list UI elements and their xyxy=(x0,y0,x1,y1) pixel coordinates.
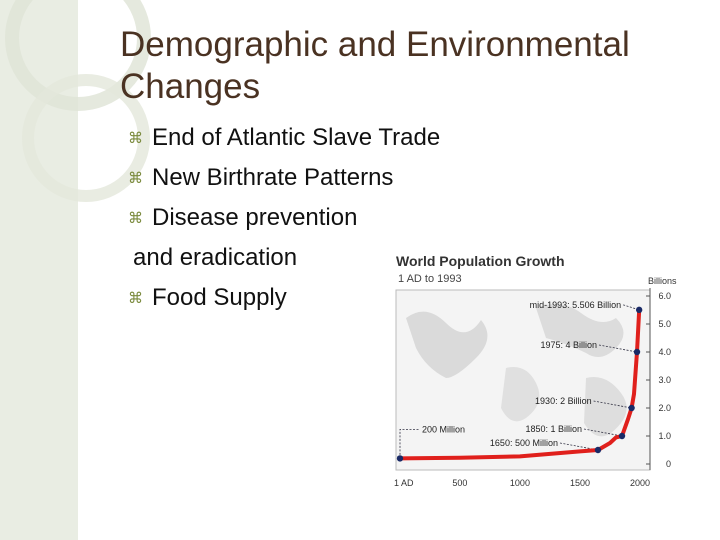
bullet-item: ⌘ New Birthrate Patterns xyxy=(128,158,508,198)
bullet-text: New Birthrate Patterns xyxy=(152,164,394,191)
map-background xyxy=(395,289,651,471)
annotation-label: 200 Million xyxy=(422,424,465,434)
y-tick-label: 0 xyxy=(666,459,671,469)
bullet-item: ⌘ Food Supply xyxy=(128,278,508,318)
y-tick-label: 2.0 xyxy=(658,403,671,413)
bullet-text: and eradication xyxy=(133,244,298,271)
annotation-label: 1850: 1 Billion xyxy=(525,424,582,434)
data-point xyxy=(633,348,641,356)
bullet-list: ⌘ End of Atlantic Slave Trade ⌘ New Birthr… xyxy=(128,118,508,318)
slide-title: Demographic and Environmental Changes xyxy=(120,24,710,108)
annotation-leader xyxy=(593,400,632,409)
data-point xyxy=(618,432,626,440)
data-point xyxy=(594,446,602,454)
y-tick-label: 4.0 xyxy=(658,347,671,357)
annotation-leader xyxy=(623,304,640,311)
y-axis-label: Billions xyxy=(648,276,677,286)
annotation-leader xyxy=(598,344,638,353)
x-tick-label: 500 xyxy=(452,478,467,488)
slide-title-line-1: Demographic and Environmental xyxy=(120,25,630,64)
bullet-continuation: and eradication xyxy=(128,238,508,278)
bullet-text: Disease prevention xyxy=(152,204,358,231)
y-tick-label: 6.0 xyxy=(658,291,671,301)
bullet-item: ⌘ Disease prevention xyxy=(128,198,508,238)
accent-sidebar xyxy=(0,0,78,540)
x-tick-label: 1 AD xyxy=(394,478,414,488)
data-point xyxy=(396,455,404,462)
x-tick-label: 1500 xyxy=(570,478,590,488)
y-tick-label: 3.0 xyxy=(658,375,671,385)
bullet-icon: ⌘ xyxy=(128,290,143,307)
y-tick-label: 5.0 xyxy=(658,319,671,329)
chart-title: World Population Growth xyxy=(396,253,565,269)
annotation-label: 1650: 500 Million xyxy=(490,438,558,448)
data-point xyxy=(628,404,635,412)
bullet-item: ⌘ End of Atlantic Slave Trade xyxy=(128,118,508,158)
data-point xyxy=(635,306,643,314)
bullet-icon: ⌘ xyxy=(128,170,143,187)
population-chart: World Population Growth 1 AD to 1993 Bil… xyxy=(386,248,702,492)
slide-title-line-2: Changes xyxy=(120,67,261,106)
y-tick-label: 1.0 xyxy=(658,431,671,441)
bullet-icon: ⌘ xyxy=(128,130,143,147)
annotation-leader xyxy=(583,428,623,437)
x-tick-label: 2000 xyxy=(630,478,650,488)
annotation-label: 1975: 4 Billion xyxy=(540,340,597,350)
chart-subtitle: 1 AD to 1993 xyxy=(398,273,462,285)
annotation-label: 1930: 2 Billion xyxy=(535,396,592,406)
bullet-text: Food Supply xyxy=(152,284,287,311)
annotation-label: mid-1993: 5.506 Billion xyxy=(530,300,622,310)
bullet-icon: ⌘ xyxy=(128,210,143,227)
series-line xyxy=(398,307,642,461)
annotation-leader xyxy=(399,428,420,459)
bullet-text: End of Atlantic Slave Trade xyxy=(152,124,441,151)
population-chart-svg: World Population Growth 1 AD to 1993 Bil… xyxy=(394,253,677,488)
x-tick-label: 1000 xyxy=(510,478,530,488)
